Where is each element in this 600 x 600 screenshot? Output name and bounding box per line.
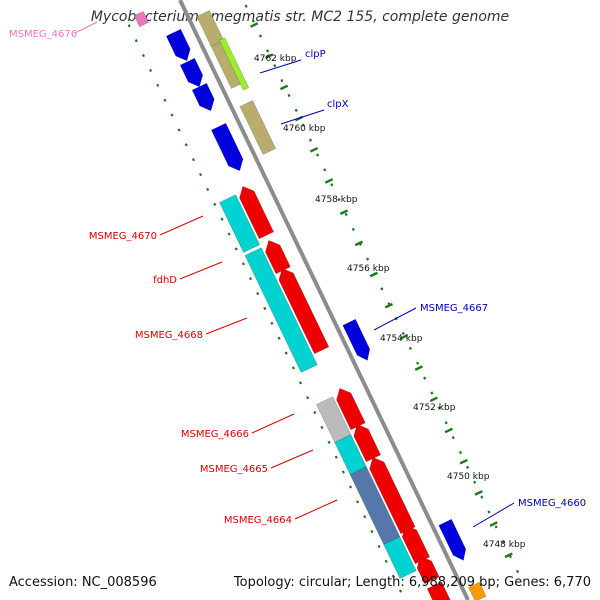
scale-label: 4762 kbp [254,54,297,64]
backbone [178,0,470,600]
backbone-line [178,0,470,600]
gene-msmeg-4660 [438,518,467,561]
label-leader-line [205,317,248,335]
gene-label: MSMEG_4665 [200,464,268,475]
scale-labels: 4762 kbp 4760 kbp 4758 kbp 4756 kbp 4754 kbp… [254,54,526,550]
genome-summary-text: Topology: circular; Length: 6,988,209 bp… [233,575,591,590]
tick-mark [474,490,483,496]
scale-label: 4760 kbp [283,124,326,134]
gene-label: MSMEG_4664 [224,515,292,526]
gene-msmeg-4666 [336,387,366,431]
tick-mark [264,53,274,59]
tick-mark [459,458,468,465]
gene-cyan-4670 [219,194,261,253]
gene-msmeg-4676 [133,10,149,28]
gene-red-lower [401,524,431,565]
gene-label: MSMEG_4668 [135,330,203,341]
label-leader-line [179,261,223,280]
label-leader-line [270,449,314,469]
scale-label: 4754 kbp [380,334,423,344]
scale-label: 4758 kbp [315,195,358,205]
tick-mark [429,396,438,403]
gene-blue-top-3 [191,82,215,112]
gene-blue-top-2 [179,57,204,88]
gene-cyan-4668 [244,247,318,373]
gene-label: clpX [327,99,349,110]
gene-label: fdhD [153,275,177,286]
label-leader-line [251,413,295,434]
tick-mark [324,178,334,184]
accession-text: Accession: NC_008596 [9,575,157,590]
tick-mark [279,84,289,91]
tick-mark [489,521,498,527]
gene-msmeg-4665 [353,423,382,463]
gene-label: MSMEG_4676 [9,29,77,40]
gene-red-edge [426,581,451,600]
gene-fdhd [265,239,291,275]
gene-msmeg-4667 [342,318,371,361]
tick-mark [369,271,379,278]
tick-mark [444,427,453,434]
label-leader-line [159,215,204,236]
gene-blue-top-1 [165,28,191,62]
label-leader-line [294,499,338,520]
label-leader-line [373,307,417,331]
tick-mark [249,22,259,28]
gene-orange-bottom [468,581,487,600]
gene-features [133,10,487,600]
gene-msmeg-4668 [278,267,330,355]
tick-mark [414,365,423,371]
gene-msmeg-4670 [239,185,275,240]
label-leader-line [280,109,325,125]
gene-lime-clpp [218,37,250,91]
genome-title: Mycobacterium smegmatis str. MC2 155, co… [90,9,510,25]
scale-label: 4750 kbp [447,472,490,482]
gene-label: MSMEG_4660 [518,498,586,509]
scale-label: 4756 kbp [347,264,390,274]
tick-mark [339,209,349,215]
tick-mark [399,334,408,340]
label-leader-line [259,59,302,74]
tick-mark [309,146,319,153]
gene-cyan-lower [383,536,417,579]
gene-label: MSMEG_4670 [89,231,157,242]
label-leader-line [472,502,515,528]
scale-label: 4748 kbp [483,540,526,550]
scale-label: 4752 kbp [413,403,456,413]
label-leader-line [74,21,98,34]
tick-mark [384,302,393,309]
gene-label: clpP [305,49,326,60]
gene-red-bottom [416,555,440,585]
gene-label: MSMEG_4667 [420,303,488,314]
gene-blue-clpx [210,122,244,172]
tick-mark [504,552,513,559]
label-leaders [74,21,515,528]
tick-mark [354,240,364,247]
gene-olive-clpx [239,100,277,155]
gene-label: MSMEG_4666 [181,429,249,440]
gene-msmeg-4664 [369,456,416,535]
gene-labels: MSMEG_4676 clpP clpX MSMEG_4670 fdhD MSMEG_46… [9,29,586,526]
